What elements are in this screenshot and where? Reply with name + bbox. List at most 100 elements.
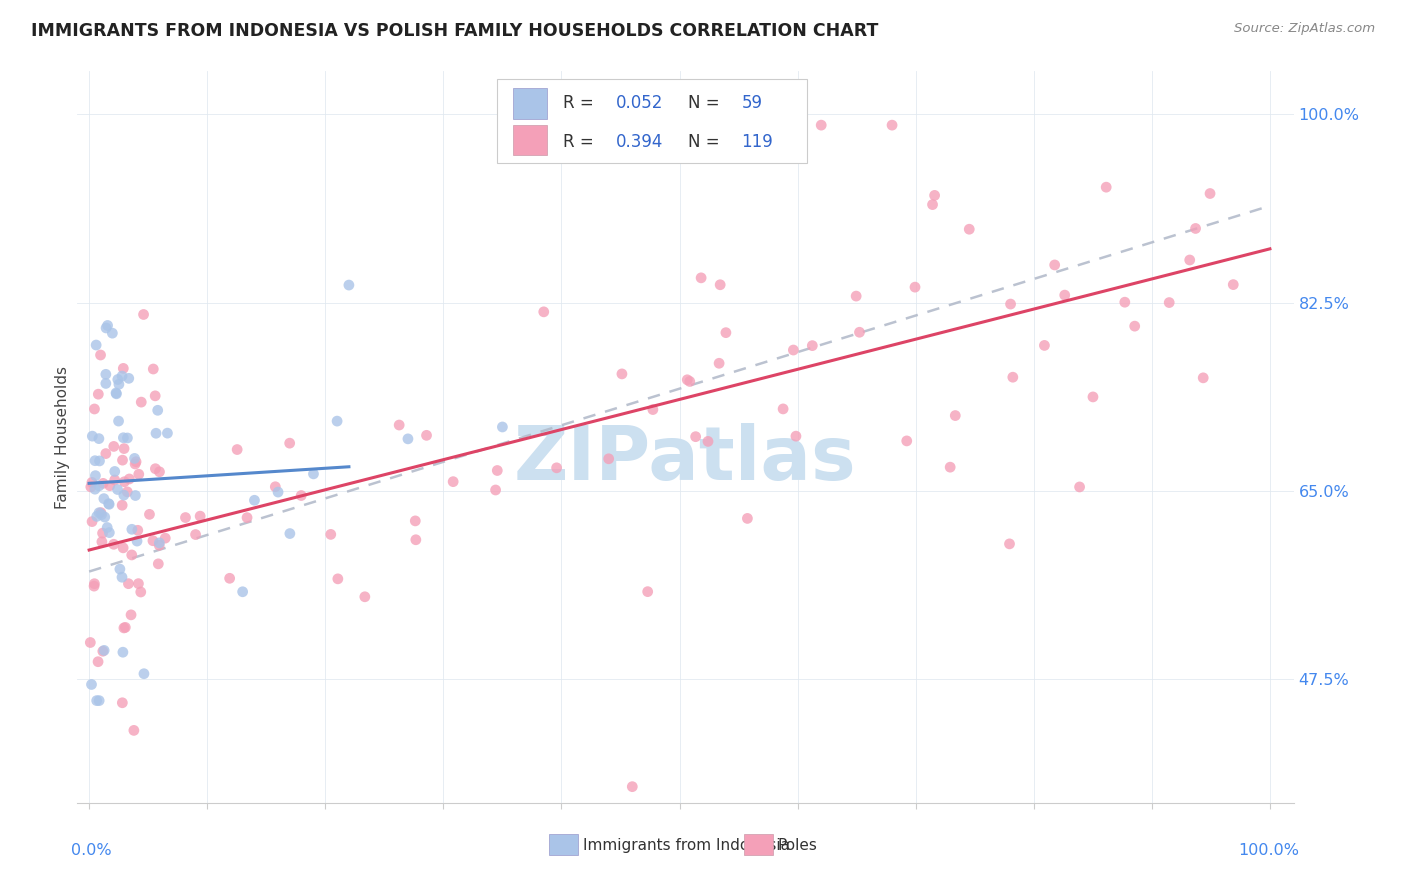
Point (93, 643, 115, 657)
Point (127, 524, 149, 538)
Text: R =: R = (562, 94, 593, 112)
Point (93, 510, 115, 524)
Point (337, 278, 360, 293)
Point (105, 386, 128, 401)
Point (957, 222, 980, 236)
Point (737, 511, 759, 525)
Point (904, 280, 927, 294)
Point (491, 420, 513, 434)
Point (108, 377, 131, 392)
Point (89, 693, 111, 707)
Text: N =: N = (688, 94, 720, 112)
Text: Immigrants from Indonesia: Immigrants from Indonesia (583, 838, 790, 853)
Point (125, 534, 148, 549)
Point (1199, 186, 1222, 201)
Point (264, 480, 287, 494)
Point (138, 508, 160, 522)
Point (148, 557, 170, 571)
Point (101, 326, 124, 341)
Point (637, 584, 659, 599)
Point (79, 635, 101, 649)
Point (124, 457, 146, 471)
Point (83, 576, 105, 591)
Point (441, 475, 464, 489)
Point (84, 482, 107, 496)
Point (104, 465, 127, 479)
Point (533, 305, 555, 319)
Text: 119: 119 (741, 133, 773, 152)
Point (326, 414, 349, 428)
Point (87, 655, 110, 669)
Point (90, 508, 112, 522)
Point (94, 447, 117, 461)
Point (112, 621, 135, 635)
Bar (550, 833, 578, 855)
Text: 59: 59 (741, 94, 762, 112)
Point (121, 522, 143, 536)
Point (90, 348, 112, 362)
Point (148, 465, 170, 479)
Point (118, 371, 141, 385)
Point (697, 434, 720, 449)
Point (83, 401, 105, 416)
Point (405, 533, 427, 547)
Point (118, 472, 141, 486)
Point (98, 478, 121, 492)
Text: Poles: Poles (778, 838, 818, 853)
Point (1178, 252, 1201, 267)
Point (415, 428, 437, 442)
Point (709, 277, 731, 292)
Point (621, 780, 644, 794)
Text: R =: R = (562, 133, 593, 152)
Point (111, 498, 134, 512)
Point (132, 308, 155, 322)
Bar (744, 833, 773, 855)
Point (707, 356, 730, 370)
Point (112, 541, 135, 555)
Bar (513, 125, 547, 155)
Point (84, 468, 107, 483)
Point (939, 460, 962, 475)
Point (145, 461, 167, 475)
Point (90, 506, 112, 520)
Point (1000, 297, 1022, 311)
Point (404, 514, 426, 528)
Point (86, 693, 108, 707)
Point (107, 483, 129, 497)
Point (484, 483, 506, 497)
Point (236, 510, 259, 524)
Point (124, 489, 146, 503)
Point (94, 368, 117, 382)
Point (98, 497, 121, 511)
Point (278, 526, 301, 541)
Point (93, 491, 115, 506)
Point (896, 434, 918, 448)
Point (641, 402, 664, 417)
Point (80, 480, 103, 494)
Point (107, 414, 129, 428)
Point (326, 572, 349, 586)
Point (80, 677, 103, 691)
Point (943, 409, 966, 423)
Point (785, 429, 807, 443)
Point (148, 538, 170, 552)
Point (848, 325, 870, 339)
Point (184, 527, 207, 541)
Point (112, 442, 135, 456)
Point (86, 509, 108, 524)
Point (714, 326, 737, 340)
Point (128, 467, 150, 482)
Point (96, 520, 118, 534)
Point (772, 401, 794, 416)
Point (114, 620, 136, 634)
Point (125, 455, 148, 469)
Point (80, 515, 103, 529)
Point (145, 426, 167, 441)
Point (89, 454, 111, 468)
Point (120, 607, 142, 622)
Point (104, 473, 127, 487)
Point (546, 460, 568, 475)
Point (1033, 338, 1056, 352)
Text: ZIPatlas: ZIPatlas (515, 423, 856, 496)
Point (156, 426, 179, 441)
